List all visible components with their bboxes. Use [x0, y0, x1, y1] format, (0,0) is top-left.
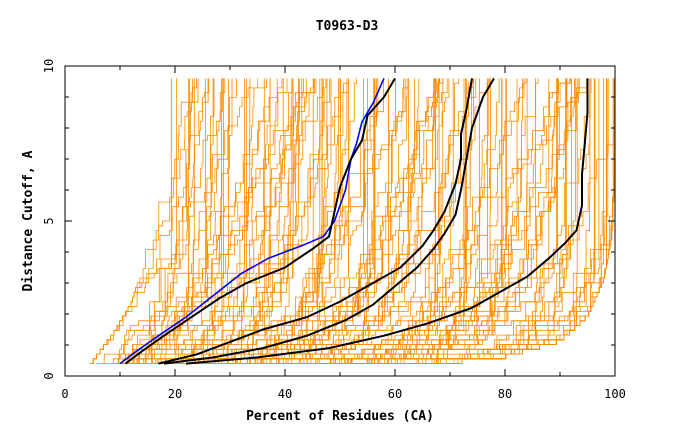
model-curve [149, 78, 317, 364]
y-tick-label: 5 [42, 217, 56, 224]
model-curve [316, 78, 587, 364]
highlighted-model-curve-3 [163, 77, 495, 365]
model-curve [244, 78, 368, 364]
model-curve [398, 78, 578, 364]
model-curve [339, 78, 580, 364]
y-axis-label: Distance Cutoff, A [21, 150, 36, 291]
model-curve [264, 78, 409, 364]
x-tick-label: 100 [604, 387, 626, 401]
x-tick-label: 0 [61, 387, 68, 401]
y-tick-label: 0 [42, 372, 56, 379]
model-curve [114, 78, 172, 364]
model-curve [115, 78, 215, 364]
model-curve [356, 78, 568, 364]
model-curve [417, 78, 615, 364]
model-curve [315, 78, 559, 364]
model-curve [153, 78, 222, 364]
model-curve [316, 78, 580, 364]
model-curve [192, 78, 265, 364]
model-curve [117, 78, 237, 364]
model-curve [220, 78, 441, 364]
model-curve [244, 78, 444, 364]
model-curve [158, 78, 283, 364]
x-tick-label: 40 [278, 387, 292, 401]
model-curve [268, 78, 491, 364]
model-curve [398, 78, 567, 364]
model-curve [260, 78, 439, 364]
model-curve [260, 78, 375, 364]
x-tick-label: 20 [168, 387, 182, 401]
model-curve [392, 78, 550, 364]
x-tick-label: 80 [498, 387, 512, 401]
model-curve [319, 78, 490, 364]
model-curve [113, 78, 190, 364]
model-curve [192, 78, 410, 364]
axis-ticks: 0 20 40 60 80 100 0 5 10 [42, 59, 626, 401]
model-curve [181, 78, 247, 364]
model-curve [283, 78, 527, 364]
model-curve [137, 78, 315, 364]
model-curve [135, 78, 324, 364]
highlighted-model-curve-2 [158, 78, 473, 365]
x-axis-label: Percent of Residues (CA) [246, 409, 434, 424]
model-curve [133, 78, 214, 364]
model-curve [207, 78, 377, 364]
x-tick-label: 60 [388, 387, 402, 401]
model-curve [206, 78, 294, 364]
highlighted-model-curve-1 [124, 77, 396, 365]
model-curve [175, 78, 349, 364]
model-curves-highlighted [119, 77, 589, 365]
model-curve [183, 78, 404, 364]
model-curve [96, 78, 209, 364]
model-curve [197, 78, 348, 364]
model-curve [356, 78, 592, 364]
model-curve [227, 78, 379, 364]
model-curve [241, 78, 341, 364]
blue-model-curve [119, 78, 385, 365]
model-curve [89, 78, 199, 364]
model-curve [307, 78, 571, 364]
highlighted-model-curve-4 [185, 78, 589, 365]
y-tick-label: 10 [42, 59, 56, 73]
model-curve [344, 78, 480, 364]
model-curve [120, 78, 223, 364]
model-curve [118, 78, 278, 364]
model-curve [301, 78, 539, 364]
model-curve [123, 78, 315, 364]
model-curve [103, 78, 226, 364]
model-curve [291, 78, 559, 364]
model-curve [169, 78, 304, 364]
model-curves-background [89, 78, 616, 364]
model-curve [131, 78, 233, 364]
model-curve [245, 78, 474, 364]
model-curve [89, 78, 259, 364]
model-curve [330, 78, 465, 364]
model-curve [396, 78, 566, 364]
chart-title: T0963-D3 [316, 19, 379, 34]
